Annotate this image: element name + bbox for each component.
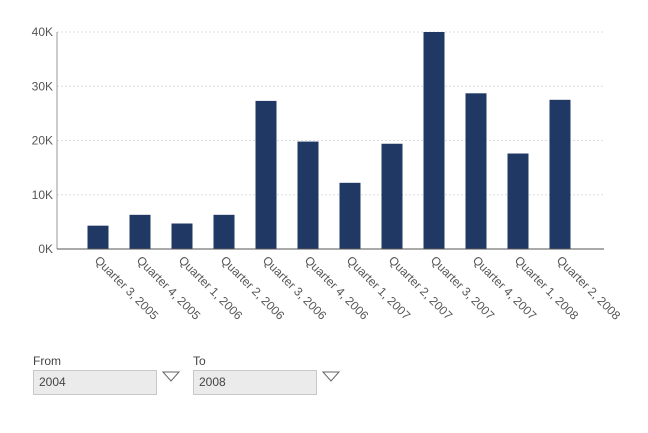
bar[interactable] [87,225,109,249]
bar[interactable] [213,214,235,249]
bar[interactable] [255,100,277,250]
bar[interactable] [297,141,319,249]
y-tick-label: 0K [38,242,53,256]
bar[interactable] [423,32,445,249]
to-label: To [193,354,206,368]
bar[interactable] [381,143,403,249]
y-tick-label: 30K [32,79,53,93]
bar[interactable] [129,214,151,249]
from-label: From [33,354,61,368]
bar[interactable] [339,182,361,249]
y-tick-label: 10K [32,188,53,202]
bar[interactable] [171,223,193,249]
chevron-down-icon[interactable] [161,370,181,384]
from-select[interactable]: 2004 [33,370,157,395]
to-select[interactable]: 2008 [193,370,317,395]
chevron-down-icon[interactable] [321,370,341,384]
bar[interactable] [465,93,487,250]
from-filter: From 2004 [33,354,181,395]
to-filter: To 2008 [193,354,341,395]
bar[interactable] [507,153,529,249]
bar[interactable] [549,99,571,249]
y-tick-label: 20K [32,134,53,148]
y-tick-label: 40K [32,25,53,39]
